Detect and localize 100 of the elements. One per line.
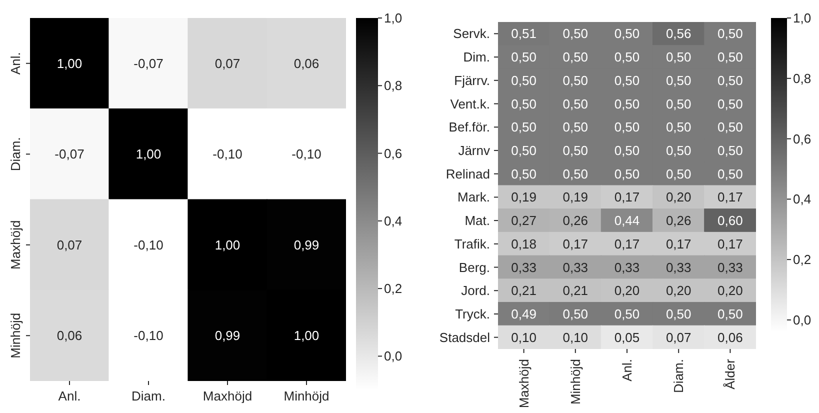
data-label: -0,10 (292, 146, 322, 162)
data-label: 0,17 (666, 236, 692, 252)
data-label: 0,20 (666, 283, 692, 298)
data-label: 0,50 (614, 72, 640, 88)
color-bar-label: 0,2 (384, 281, 402, 296)
data-label: 0,18 (511, 236, 536, 252)
data-label: 0,17 (614, 236, 640, 252)
data-label: 0,20 (614, 283, 640, 298)
data-label: 0,51 (511, 26, 536, 42)
x-tick-label: Anl. (58, 388, 81, 404)
data-label: 0,50 (511, 166, 536, 182)
color-bar-label: 0,0 (384, 348, 402, 364)
data-label: 0,17 (718, 190, 743, 205)
y-tick-label: Järnv (458, 142, 490, 158)
color-bar-label: 0,8 (793, 70, 812, 86)
data-label: 0,33 (511, 260, 536, 275)
data-label: 0,50 (718, 120, 743, 135)
data-label: 0,10 (511, 330, 536, 345)
data-label: 0,33 (614, 260, 640, 275)
data-label: 1,00 (294, 328, 320, 344)
data-label: 0,50 (614, 120, 640, 135)
y-tick-label: Berg. (458, 260, 490, 275)
data-label: 0,17 (614, 190, 640, 205)
data-label: 0,50 (718, 306, 743, 322)
data-label: 0,07 (56, 237, 82, 252)
color-bar-label: 0,4 (793, 192, 812, 207)
y-tick-label: Mark. (458, 190, 490, 205)
x-tick-label: Diam. (132, 388, 166, 404)
y-tick-label: Fjärrv. (454, 72, 490, 88)
data-label: 0,50 (614, 166, 640, 182)
data-label: 0,50 (666, 306, 692, 322)
data-label: 0,50 (562, 120, 588, 135)
data-label: 1,00 (214, 237, 240, 252)
y-tick-label: Tryck. (455, 306, 490, 322)
data-label: 1,00 (136, 146, 162, 162)
data-label: 0,99 (294, 237, 320, 252)
data-label: 0,07 (666, 330, 692, 345)
data-label: 0,20 (666, 190, 692, 205)
data-label: 0,26 (666, 213, 692, 228)
data-label: 0,21 (562, 283, 588, 298)
data-label: 0,49 (511, 306, 536, 322)
data-label: 0,60 (718, 213, 743, 228)
data-label: 0,50 (614, 142, 640, 158)
x-tick-label: Minhöjd (284, 388, 330, 404)
data-label: 0,50 (562, 96, 588, 112)
y-tick-label: Diam. (8, 137, 23, 172)
data-label: 0,05 (614, 330, 640, 345)
data-label: -0,10 (134, 328, 164, 344)
data-label: 0,19 (562, 190, 588, 205)
data-label: 0,21 (511, 283, 536, 298)
x-tick-label: Anl. (620, 359, 634, 382)
data-label: -0,07 (54, 146, 84, 162)
y-tick-label: Bef.för. (448, 120, 490, 135)
data-label: 1,00 (56, 56, 82, 71)
data-label: 0,50 (666, 120, 692, 135)
data-label: 0,50 (511, 142, 536, 158)
data-label: 0,07 (214, 56, 240, 71)
data-label: 0,50 (666, 96, 692, 112)
color-bar-label: 0,6 (384, 146, 402, 161)
data-label: 0,33 (666, 260, 692, 275)
data-label: 0,50 (511, 120, 536, 135)
x-tick-label: Diam. (671, 359, 686, 393)
data-label: 0,06 (294, 56, 320, 71)
color-bar-label: 1,0 (793, 10, 812, 26)
data-label: 0,50 (562, 142, 588, 158)
data-label: 0,33 (562, 260, 588, 275)
y-tick-label: Dim. (463, 50, 490, 65)
data-label: 0,17 (718, 236, 743, 252)
data-label: 0,50 (718, 50, 743, 65)
data-label: 0,99 (214, 328, 240, 344)
data-label: 0,20 (718, 283, 743, 298)
data-label: 0,10 (562, 330, 588, 345)
color-bar-label: 0,6 (793, 131, 812, 146)
data-label: 0,33 (718, 260, 743, 275)
y-tick-label: Anl. (8, 52, 23, 75)
color-bar-label: 0,0 (793, 312, 812, 328)
x-tick-label: Minhöjd (568, 359, 583, 405)
data-label: 0,50 (511, 50, 536, 65)
data-label: 0,50 (511, 96, 536, 112)
y-tick-label: Minhöjd (8, 312, 23, 358)
y-tick-label: Vent.k. (450, 96, 490, 112)
y-tick-label: Stadsdel (439, 330, 490, 345)
data-label: 0,26 (562, 213, 588, 228)
color-bar-label: 1,0 (384, 10, 402, 26)
data-label: 0,50 (666, 142, 692, 158)
data-label: 0,50 (614, 26, 640, 42)
data-label: 0,19 (511, 190, 536, 205)
data-label: -0,10 (134, 237, 164, 252)
data-label: -0,10 (212, 146, 242, 162)
data-label: 0,50 (718, 142, 743, 158)
data-label: 0,50 (562, 26, 588, 42)
y-tick-label: Maxhöjd (8, 220, 23, 270)
x-tick-label: Maxhöjd (202, 388, 252, 404)
data-label: 0,17 (562, 236, 588, 252)
data-label: 0,27 (511, 213, 536, 228)
data-label: 0,06 (56, 328, 82, 344)
y-tick-label: Mat. (464, 213, 490, 228)
y-tick-label: Servk. (453, 26, 490, 42)
data-label: 0,50 (718, 72, 743, 88)
y-tick-label: Trafik. (454, 236, 490, 252)
